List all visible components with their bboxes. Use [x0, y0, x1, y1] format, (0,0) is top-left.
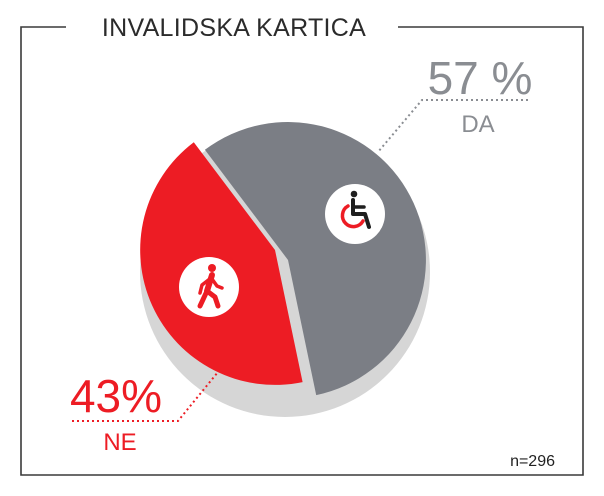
data-label-ne-percent: 43%: [70, 370, 162, 422]
walking-person-icon: [179, 257, 239, 317]
data-label-da-percent: 57 %: [428, 52, 533, 104]
chart-title: INVALIDSKA KARTICA: [102, 14, 366, 42]
leader-line-ne: [72, 371, 219, 422]
sample-size-note: n=296: [510, 453, 555, 470]
data-label-ne-category: NE: [103, 429, 136, 456]
wheelchair-icon: [325, 184, 385, 244]
leader-line-da: [377, 99, 528, 153]
data-label-da-category: DA: [461, 111, 494, 138]
chart-frame: [20, 26, 584, 476]
